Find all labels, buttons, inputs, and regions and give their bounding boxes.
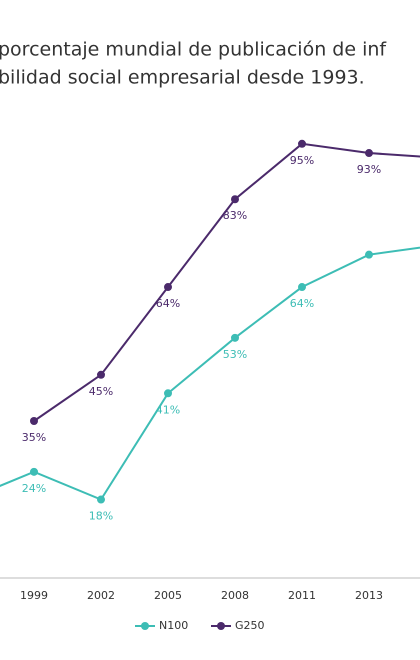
legend-label: G250 [235, 619, 265, 632]
value-label: 64% [290, 297, 314, 310]
series-line [0, 246, 420, 501]
legend-marker [217, 622, 225, 630]
point [164, 389, 172, 398]
value-label: 53% [223, 348, 247, 361]
legend-marker [141, 622, 149, 630]
x-tick-label: 2011 [288, 589, 316, 602]
value-label: 64% [156, 297, 180, 310]
value-label: 93% [357, 163, 381, 176]
value-label: 24% [22, 482, 46, 495]
point [298, 139, 306, 148]
point [365, 149, 373, 158]
point [231, 333, 239, 342]
point [97, 370, 105, 379]
legend-label: N100 [159, 619, 188, 632]
point [164, 283, 172, 292]
value-label: 45% [89, 385, 113, 398]
x-tick-label: 2008 [221, 589, 249, 602]
point [298, 283, 306, 292]
value-label: 41% [156, 403, 180, 416]
series-line [33, 142, 420, 422]
point [30, 417, 38, 425]
x-tick-label: 2013 [355, 589, 383, 602]
x-tick-label: 1999 [20, 589, 48, 602]
value-label: 95% [290, 154, 314, 167]
x-tick-label: 2005 [154, 589, 182, 602]
value-label: 83% [223, 209, 247, 222]
point [30, 467, 38, 476]
chart-title: porcentaje mundial de publicación de inf [0, 39, 387, 61]
point [97, 495, 105, 504]
value-label: 35% [22, 431, 46, 444]
x-tick-label: 2002 [87, 589, 115, 602]
point [365, 250, 373, 259]
value-label: 18% [89, 510, 113, 523]
point [231, 195, 239, 204]
chart-title: bilidad social empresarial desde 1993. [0, 67, 365, 89]
